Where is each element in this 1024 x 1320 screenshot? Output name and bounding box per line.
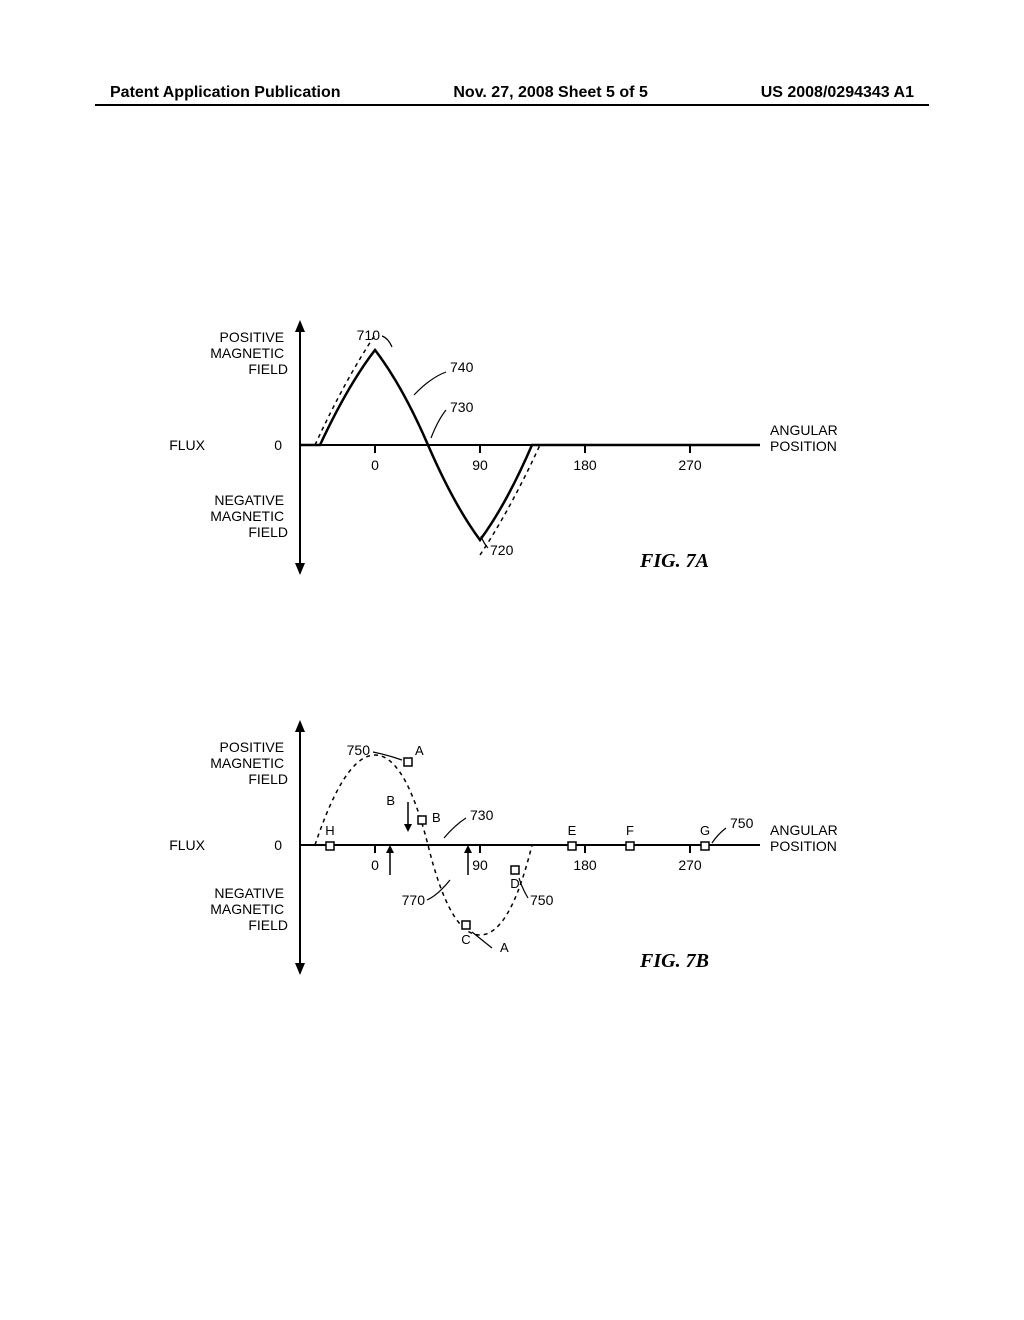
y-label-negative: NEGATIVE MAGNETIC FIELD xyxy=(210,885,288,933)
tick-90-label: 90 xyxy=(472,457,488,473)
figure-7a-svg: 0 90 180 270 POSITIVE MAGNETIC FIELD RAD… xyxy=(170,300,870,590)
dash-right xyxy=(480,445,540,555)
sample-E-label: E xyxy=(568,823,577,838)
tick-270-label: 270 xyxy=(678,857,702,873)
y-axis-arrow-down xyxy=(295,563,305,575)
sample-C xyxy=(462,921,470,929)
sample-G xyxy=(701,842,709,850)
y-label-zero: 0 xyxy=(274,837,282,853)
y-axis-arrow-down xyxy=(295,963,305,975)
sample-A-top-label: A xyxy=(415,743,424,758)
callout-710: 710 xyxy=(357,327,381,343)
callout-770-leader xyxy=(427,880,450,900)
callout-750-right-leader xyxy=(712,828,726,843)
callout-710-leader xyxy=(382,336,392,347)
page: Patent Application Publication Nov. 27, … xyxy=(0,0,1024,1320)
tick-0-label: 0 xyxy=(371,457,379,473)
header-center: Nov. 27, 2008 Sheet 5 of 5 xyxy=(453,84,647,102)
callout-750-right: 750 xyxy=(730,815,754,831)
callout-750-bot: 750 xyxy=(530,892,554,908)
x-label: ANGULAR POSITION xyxy=(770,422,842,454)
callout-750-top-leader xyxy=(373,752,402,760)
tick-180-label: 180 xyxy=(573,857,597,873)
sample-A-bot-label: A xyxy=(500,940,509,955)
y-label-zero: 0 xyxy=(274,437,282,453)
sample-H-label: H xyxy=(325,823,334,838)
callout-730-leader xyxy=(444,818,466,838)
figure-7b: 0 90 180 270 POSITIVE MAGNETIC FIELD RAD… xyxy=(170,700,870,990)
callout-730: 730 xyxy=(450,399,474,415)
callout-740: 740 xyxy=(450,359,474,375)
figure-7a: 0 90 180 270 POSITIVE MAGNETIC FIELD RAD… xyxy=(170,300,870,590)
header-left: Patent Application Publication xyxy=(110,84,341,102)
arrow-770a-head xyxy=(386,845,394,853)
arrow-770b-head xyxy=(464,845,472,853)
sample-A-top xyxy=(404,758,412,766)
y-axis-arrow-up xyxy=(295,320,305,332)
callout-740-leader xyxy=(414,372,446,395)
arrow-b-down-head xyxy=(404,824,412,832)
callout-770: 770 xyxy=(402,892,426,908)
sample-G-label: G xyxy=(700,823,710,838)
dash-left xyxy=(315,335,375,445)
y-label-radial-flux: RADIAL FLUX xyxy=(170,437,206,453)
sample-B1-label: B xyxy=(386,793,395,808)
figure-7a-label: FIG. 7A xyxy=(640,550,709,573)
sample-F xyxy=(626,842,634,850)
y-label-negative: NEGATIVE MAGNETIC FIELD xyxy=(210,492,288,540)
callout-730-leader xyxy=(431,410,446,438)
y-label-positive: POSITIVE MAGNETIC FIELD xyxy=(210,329,288,377)
tick-270-label: 270 xyxy=(678,457,702,473)
sample-B xyxy=(418,816,426,824)
callout-720: 720 xyxy=(490,542,514,558)
y-label-radial-flux: RADIAL FLUX xyxy=(170,837,206,853)
figure-7b-svg: 0 90 180 270 POSITIVE MAGNETIC FIELD RAD… xyxy=(170,700,870,990)
callout-720-leader xyxy=(481,536,488,548)
tick-180-label: 180 xyxy=(573,457,597,473)
sample-B-label: B xyxy=(432,810,441,825)
figure-7b-label: FIG. 7B xyxy=(640,950,709,973)
header-right: US 2008/0294343 A1 xyxy=(761,84,914,102)
tick-0-label: 0 xyxy=(371,857,379,873)
page-header: Patent Application Publication Nov. 27, … xyxy=(0,84,1024,102)
sample-D xyxy=(511,866,519,874)
sample-C-label: C xyxy=(461,932,470,947)
y-axis-arrow-up xyxy=(295,720,305,732)
sample-H xyxy=(326,842,334,850)
callout-750-top: 750 xyxy=(347,742,371,758)
sample-F-label: F xyxy=(626,823,634,838)
y-label-positive: POSITIVE MAGNETIC FIELD xyxy=(210,739,288,787)
sample-D-label: D xyxy=(510,876,519,891)
callout-750-bot-leader xyxy=(519,878,528,898)
header-rule xyxy=(95,104,929,106)
callout-730: 730 xyxy=(470,807,494,823)
x-label: ANGULAR POSITION xyxy=(770,822,842,854)
c-leader xyxy=(472,932,492,948)
sample-E xyxy=(568,842,576,850)
tick-90-label: 90 xyxy=(472,857,488,873)
